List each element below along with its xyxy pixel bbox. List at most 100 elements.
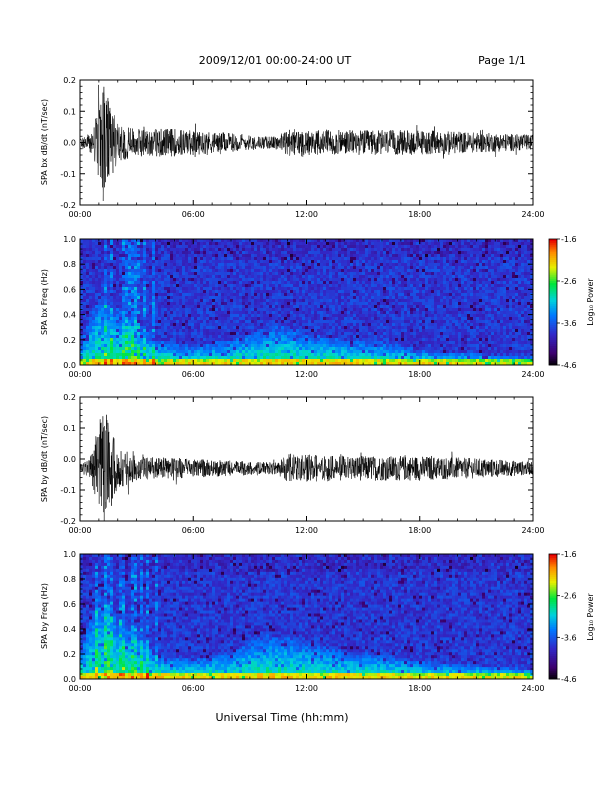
- spectrogram-cell: [404, 335, 407, 338]
- spectrogram-cell: [149, 290, 152, 293]
- spectrogram-cell: [314, 239, 317, 242]
- spectrogram-cell: [245, 293, 248, 296]
- spectrogram-cell: [329, 332, 332, 335]
- spectrogram-cell: [92, 347, 95, 350]
- spectrogram-cell: [299, 335, 302, 338]
- spectrogram-cell: [173, 344, 176, 347]
- spectrogram-cell: [365, 335, 368, 338]
- spectrogram-cell: [368, 293, 371, 296]
- spectrogram-cell: [137, 329, 140, 332]
- spectrogram-cell: [131, 269, 134, 272]
- spectrogram-cell: [275, 281, 278, 284]
- spectrogram-cell: [233, 353, 236, 356]
- spectrogram-cell: [266, 338, 269, 341]
- spectrogram-cell: [179, 308, 182, 311]
- spectrogram-cell: [248, 356, 251, 359]
- spectrogram-cell: [290, 263, 293, 266]
- spectrogram-cell: [137, 239, 140, 242]
- spectrogram-cell: [335, 251, 338, 254]
- spectrogram-cell: [260, 299, 263, 302]
- spectrogram-cell: [209, 356, 212, 359]
- spectrogram-cell: [290, 245, 293, 248]
- spectrogram-cell: [134, 341, 137, 344]
- spectrogram-cell: [98, 257, 101, 260]
- spectrogram-cell: [221, 302, 224, 305]
- spectrogram-cell: [263, 260, 266, 263]
- spectrogram-cell: [347, 317, 350, 320]
- spectrogram-cell: [140, 302, 143, 305]
- spectrogram-cell: [194, 338, 197, 341]
- spectrogram-cell: [224, 248, 227, 251]
- spectrogram-cell: [416, 293, 419, 296]
- spectrogram-cell: [371, 260, 374, 263]
- spectrogram-cell: [365, 257, 368, 260]
- spectrogram-cell: [398, 326, 401, 329]
- spectrogram-cell: [380, 341, 383, 344]
- spectrogram-cell: [380, 359, 383, 362]
- spectrogram-cell: [341, 350, 344, 353]
- spectrogram-cell: [347, 260, 350, 263]
- spectrogram-cell: [389, 248, 392, 251]
- spectrogram-cell: [131, 308, 134, 311]
- spectrogram-cell: [137, 305, 140, 308]
- spectrogram-cell: [233, 281, 236, 284]
- spectrogram-cell: [131, 257, 134, 260]
- spectrogram-cell: [212, 284, 215, 287]
- spectrogram-cell: [227, 329, 230, 332]
- spectrogram-cell: [425, 272, 428, 275]
- spectrogram-cell: [326, 284, 329, 287]
- spectrogram-cell: [251, 296, 254, 299]
- spectrogram-cell: [200, 275, 203, 278]
- spectrogram-cell: [140, 338, 143, 341]
- spectrogram-cell: [308, 308, 311, 311]
- spectrogram-cell: [158, 287, 161, 290]
- spectrogram-cell: [113, 257, 116, 260]
- spectrogram-cell: [386, 290, 389, 293]
- spectrogram-cell: [191, 239, 194, 242]
- spectrogram-cell: [290, 284, 293, 287]
- spectrogram-cell: [308, 287, 311, 290]
- spectrogram-cell: [338, 260, 341, 263]
- spectrogram-cell: [269, 242, 272, 245]
- spectrogram-cell: [239, 305, 242, 308]
- spectrogram-cell: [386, 275, 389, 278]
- spectrogram-cell: [248, 278, 251, 281]
- spectrogram-cell: [422, 326, 425, 329]
- spectrogram-cell: [137, 248, 140, 251]
- spectrogram-cell: [98, 332, 101, 335]
- spectrogram-cell: [422, 293, 425, 296]
- spectrogram-cell: [260, 329, 263, 332]
- spectrogram-cell: [125, 350, 128, 353]
- spectrogram-cell: [416, 278, 419, 281]
- spectrogram-cell: [368, 275, 371, 278]
- spectrogram-cell: [101, 266, 104, 269]
- spectrogram-cell: [146, 266, 149, 269]
- spectrogram-cell: [347, 341, 350, 344]
- spectrogram-cell: [128, 329, 131, 332]
- spectrogram-cell: [131, 284, 134, 287]
- spectrogram-cell: [353, 293, 356, 296]
- spectrogram-cell: [320, 281, 323, 284]
- spectrogram-cell: [101, 251, 104, 254]
- spectrogram-cell: [104, 245, 107, 248]
- spectrogram-cell: [200, 302, 203, 305]
- spectrogram-cell: [416, 269, 419, 272]
- spectrogram-cell: [98, 353, 101, 356]
- spectrogram-cell: [374, 308, 377, 311]
- spectrogram-cell: [155, 251, 158, 254]
- spectrogram-cell: [203, 329, 206, 332]
- spectrogram-cell: [374, 248, 377, 251]
- spectrogram-cell: [257, 326, 260, 329]
- spectrogram-cell: [401, 338, 404, 341]
- spectrogram-cell: [413, 284, 416, 287]
- spectrogram-cell: [248, 347, 251, 350]
- spectrogram-cell: [368, 284, 371, 287]
- spectrogram-cell: [368, 260, 371, 263]
- spectrogram-cell: [299, 242, 302, 245]
- spectrogram-cell: [212, 257, 215, 260]
- spectrogram-cell: [260, 287, 263, 290]
- spectrogram-cell: [200, 329, 203, 332]
- spectrogram-cell: [164, 323, 167, 326]
- spectrogram-cell: [236, 344, 239, 347]
- spectrogram-cell: [119, 356, 122, 359]
